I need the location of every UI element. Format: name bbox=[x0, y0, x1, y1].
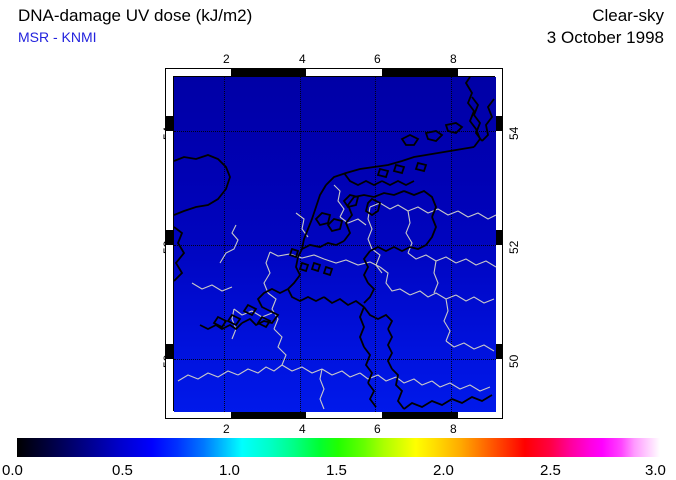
gridline-lon-4 bbox=[300, 77, 301, 412]
date-label: 3 October 1998 bbox=[546, 28, 664, 47]
colorbar-label-6: 3.0 bbox=[645, 462, 666, 479]
colorbar-label-5: 2.5 bbox=[540, 462, 561, 479]
coastlines bbox=[174, 77, 495, 410]
header-left: DNA-damage UV dose (kJ/m2) MSR - KNMI bbox=[18, 5, 252, 47]
axis-band-bottom-seg-0 bbox=[166, 411, 231, 418]
axis-band-left-seg-3 bbox=[166, 359, 173, 418]
colorbar-label-3: 1.5 bbox=[326, 462, 347, 479]
axis-band-right-seg-3 bbox=[495, 359, 502, 418]
colorbar-label-1: 0.5 bbox=[112, 462, 133, 479]
source-label: MSR - KNMI bbox=[18, 29, 97, 45]
lon-tick-label-top-0: 2 bbox=[223, 52, 230, 66]
axis-band-left-seg-0 bbox=[166, 69, 173, 116]
axis-band-top-seg-2 bbox=[458, 69, 502, 76]
gridline-lon-2 bbox=[224, 77, 225, 412]
axis-band-left-seg-1 bbox=[166, 131, 173, 230]
axis-band-bottom-seg-2 bbox=[458, 411, 502, 418]
map-frame bbox=[165, 68, 503, 419]
lat-tick-label-right-1: 52 bbox=[507, 240, 521, 254]
axis-band-right-seg-2 bbox=[495, 245, 502, 344]
axis-band-right-seg-0 bbox=[495, 69, 502, 116]
gridline-lat-54 bbox=[174, 131, 496, 132]
colorbar-label-2: 1.0 bbox=[219, 462, 240, 479]
map-panel: 2 4 6 8 2 4 6 8 54 52 50 54 52 50 bbox=[161, 52, 521, 436]
axis-band-top-seg-0 bbox=[166, 69, 231, 76]
lon-tick-label-top-2: 6 bbox=[374, 52, 381, 66]
axis-band-top-seg-1 bbox=[306, 69, 382, 76]
condition-label: Clear-sky bbox=[592, 6, 664, 25]
lon-tick-label-bottom-2: 6 bbox=[374, 422, 381, 436]
page-title: DNA-damage UV dose (kJ/m2) bbox=[18, 6, 253, 25]
lon-tick-label-bottom-0: 2 bbox=[223, 422, 230, 436]
header-right: Clear-sky 3 October 1998 bbox=[547, 5, 664, 49]
lon-tick-label-bottom-3: 8 bbox=[450, 422, 457, 436]
map-plot-area bbox=[174, 77, 496, 412]
lon-tick-label-bottom-1: 4 bbox=[299, 422, 306, 436]
gridline-lat-50 bbox=[174, 359, 496, 360]
axis-band-right-seg-1 bbox=[495, 131, 502, 230]
colorbar-label-4: 2.0 bbox=[433, 462, 454, 479]
geography-overlay bbox=[174, 77, 496, 410]
lat-tick-label-right-2: 50 bbox=[507, 354, 521, 368]
colorbar-gradient bbox=[17, 438, 660, 457]
axis-band-bottom-seg-1 bbox=[306, 411, 382, 418]
lon-tick-label-top-1: 4 bbox=[299, 52, 306, 66]
colorbar-panel: 0.0 0.5 1.0 1.5 2.0 2.5 3.0 bbox=[0, 436, 676, 480]
administrative-borders bbox=[177, 184, 496, 410]
colorbar-label-0: 0.0 bbox=[2, 462, 23, 479]
axis-band-left-seg-2 bbox=[166, 245, 173, 344]
lat-tick-label-right-0: 54 bbox=[507, 126, 521, 140]
gridline-lon-6 bbox=[375, 77, 376, 412]
gridline-lon-8 bbox=[451, 77, 452, 412]
lon-tick-label-top-3: 8 bbox=[450, 52, 457, 66]
